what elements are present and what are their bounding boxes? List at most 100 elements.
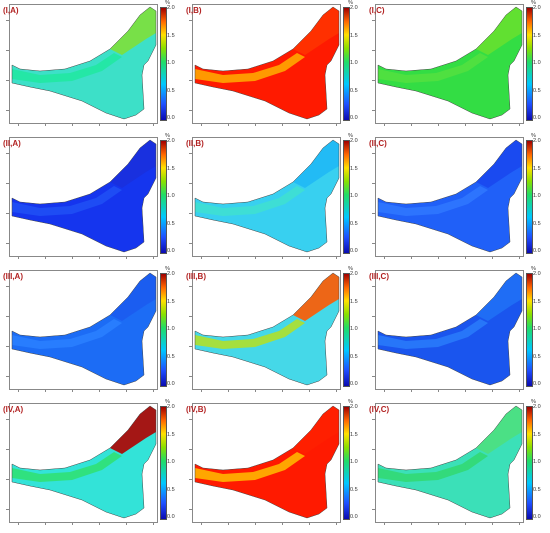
- y-axis-tick: [189, 316, 192, 317]
- y-axis-tick: [372, 316, 375, 317]
- colorbar-tick-label: 0.5: [350, 220, 358, 227]
- x-axis-tick: [126, 123, 127, 126]
- colorbar-tick-label: 1.5: [350, 298, 358, 305]
- y-axis-tick: [6, 243, 9, 244]
- y-axis-tick: [189, 509, 192, 510]
- x-axis-tick: [201, 522, 202, 525]
- x-axis-tick: [201, 256, 202, 259]
- x-axis-tick: [336, 522, 337, 525]
- country-border: [11, 405, 157, 519]
- map-plot-area: [9, 137, 158, 257]
- x-axis-tick: [153, 522, 154, 525]
- x-axis-tick: [519, 389, 520, 392]
- y-axis-tick: [6, 80, 9, 81]
- x-axis-tick: [99, 522, 100, 525]
- colorbar-tick-label: 0.5: [533, 486, 541, 493]
- colorbar: [160, 406, 167, 520]
- colorbar-unit: %: [531, 266, 536, 272]
- coastal-band: [12, 452, 122, 482]
- y-axis-tick: [189, 243, 192, 244]
- colorbar-unit: %: [165, 399, 170, 405]
- map-panel: (II,B)% 2.0 1.5 1.0 0.5 0.0: [183, 133, 366, 266]
- colorbar-unit: %: [348, 399, 353, 405]
- x-axis-tick: [255, 123, 256, 126]
- colorbar-tick-label: 0.5: [167, 87, 175, 94]
- x-axis-tick: [153, 389, 154, 392]
- y-axis-tick: [6, 346, 9, 347]
- x-axis-tick: [228, 389, 229, 392]
- colorbar-tick-label: 1.0: [167, 193, 175, 199]
- y-axis-tick: [189, 80, 192, 81]
- x-axis-tick: [255, 256, 256, 259]
- x-axis-tick: [228, 256, 229, 259]
- uae-map: [194, 272, 340, 386]
- x-axis-tick: [228, 522, 229, 525]
- x-axis-tick: [255, 389, 256, 392]
- y-axis-tick: [372, 183, 375, 184]
- country-border: [194, 6, 340, 120]
- map-panel: (I,B)% 2.0 1.5 1.0 0.5 0.0: [183, 0, 366, 133]
- x-axis-tick: [99, 256, 100, 259]
- x-axis-tick: [336, 389, 337, 392]
- colorbar-tick-label: 1.5: [533, 165, 541, 172]
- colorbar: [526, 406, 533, 520]
- country-border: [11, 139, 157, 253]
- uae-map: [377, 405, 523, 519]
- map-plot-area: [9, 4, 158, 124]
- colorbar: [160, 273, 167, 387]
- country-border: [11, 6, 157, 120]
- x-axis-tick: [411, 389, 412, 392]
- northern-region: [110, 406, 156, 454]
- map-panel: (III,B)% 2.0 1.5 1.0 0.5 0.0: [183, 266, 366, 399]
- x-axis-tick: [309, 123, 310, 126]
- coastal-band: [378, 319, 488, 349]
- country-border: [194, 405, 340, 519]
- colorbar-tick-label: 2.0: [350, 404, 358, 410]
- map-panel: (I,C)% 2.0 1.5 1.0 0.5 0.0: [366, 0, 549, 133]
- y-axis-tick: [6, 110, 9, 111]
- country-border: [194, 272, 340, 386]
- map-plot-area: [192, 137, 341, 257]
- colorbar: [343, 7, 350, 121]
- y-axis-tick: [189, 183, 192, 184]
- colorbar: [160, 140, 167, 254]
- y-axis-tick: [372, 20, 375, 21]
- y-axis-tick: [189, 449, 192, 450]
- map-plot-area: [375, 137, 524, 257]
- x-axis-tick: [282, 123, 283, 126]
- coastal-band: [12, 186, 122, 216]
- colorbar-tick-label: 2.0: [533, 138, 541, 144]
- northern-region: [110, 140, 156, 188]
- colorbar-tick-label: 2.0: [533, 404, 541, 410]
- x-axis-tick: [18, 389, 19, 392]
- colorbar-tick-label: 0.5: [167, 353, 175, 360]
- uae-map: [377, 139, 523, 253]
- colorbar-tick-label: 0.0: [350, 115, 358, 121]
- coastal-band: [195, 53, 305, 83]
- map-panel: (III,A)% 2.0 1.5 1.0 0.5 0.0: [0, 266, 183, 399]
- northern-region: [293, 406, 339, 454]
- y-axis-tick: [189, 213, 192, 214]
- y-axis-tick: [372, 213, 375, 214]
- y-axis-tick: [189, 20, 192, 21]
- colorbar-tick-label: 1.0: [533, 326, 541, 332]
- y-axis-tick: [372, 153, 375, 154]
- uae-map: [377, 6, 523, 120]
- x-axis-tick: [99, 123, 100, 126]
- colorbar-tick-label: 1.5: [350, 165, 358, 172]
- map-panel: (II,C)% 2.0 1.5 1.0 0.5 0.0: [366, 133, 549, 266]
- uae-map: [11, 6, 157, 120]
- colorbar-tick-label: 2.0: [350, 271, 358, 277]
- colorbar-tick-label: 2.0: [533, 271, 541, 277]
- colorbar-tick-label: 0.0: [167, 115, 175, 121]
- x-axis-tick: [45, 522, 46, 525]
- y-axis-tick: [6, 213, 9, 214]
- colorbar-unit: %: [531, 0, 536, 6]
- colorbar-tick-label: 0.5: [533, 220, 541, 227]
- y-axis-tick: [372, 376, 375, 377]
- colorbar-unit: %: [165, 0, 170, 6]
- y-axis-tick: [372, 50, 375, 51]
- y-axis-tick: [6, 316, 9, 317]
- colorbar-unit: %: [348, 133, 353, 139]
- x-axis-tick: [465, 522, 466, 525]
